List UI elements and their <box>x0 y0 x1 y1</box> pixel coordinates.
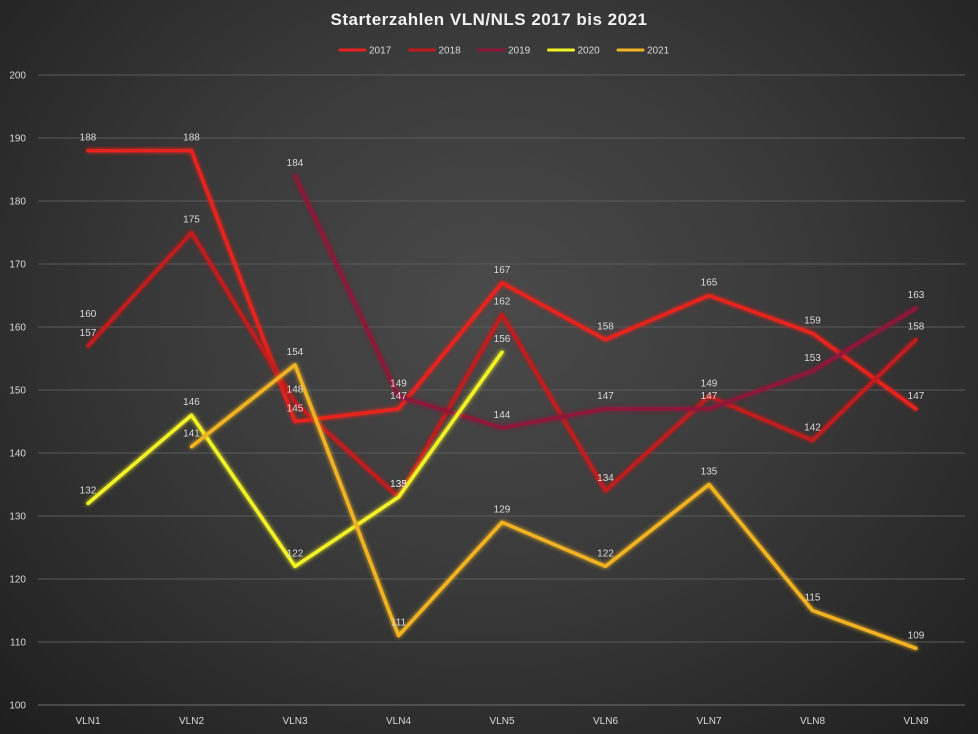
x-tick-label: VLN1 <box>75 716 100 727</box>
data-labels: 188 1881451471671581651591471571751481331… <box>80 133 925 642</box>
data-label: 162 <box>494 296 511 307</box>
data-label: 165 <box>701 278 718 289</box>
data-label: 144 <box>494 410 511 421</box>
data-label: 147 <box>908 391 925 402</box>
legend: 2017 2018 2019 2020 2021 <box>338 46 670 57</box>
y-tick-label: 200 <box>9 71 26 82</box>
y-tick-label: 190 <box>9 134 26 145</box>
x-tick-label: VLN7 <box>696 716 721 727</box>
y-tick-label: 110 <box>10 638 26 649</box>
data-label: 148 <box>287 385 304 396</box>
data-label: 134 <box>597 473 614 484</box>
x-tick-label: VLN9 <box>903 716 928 727</box>
y-axis: 100 110 120 130 140 150 160 170 180 190 200 <box>9 71 26 712</box>
data-label: 141 <box>183 429 200 440</box>
data-label: 184 <box>287 158 304 169</box>
y-tick-label: 170 <box>9 260 26 271</box>
data-label: 133 <box>390 479 407 490</box>
chart-title: Starterzahlen VLN/NLS 2017 bis 2021 <box>330 10 647 29</box>
data-label: 153 <box>804 353 821 364</box>
series-lines <box>86 148 918 651</box>
x-tick-label: VLN2 <box>179 716 204 727</box>
legend-item: 2019 <box>477 46 531 57</box>
data-label: 188 <box>80 133 97 144</box>
x-axis: VLN1 VLN2 VLN3 VLN4 VLN5 VLN6 VLN7 VLN8 VLN9 <box>75 716 928 727</box>
legend-item: 2020 <box>547 46 601 57</box>
data-label: 135 <box>390 479 407 490</box>
legend-label: 2017 <box>369 46 392 57</box>
data-label: 122 <box>597 548 614 559</box>
y-tick-label: 120 <box>9 575 26 586</box>
x-tick-label: VLN5 <box>489 716 514 727</box>
legend-label: 2019 <box>508 46 531 57</box>
data-label: 147 <box>701 391 718 402</box>
x-tick-label: VLN8 <box>800 716 825 727</box>
x-tick-label: VLN3 <box>282 716 307 727</box>
legend-label: 2021 <box>647 46 670 57</box>
data-label: 146 <box>183 397 200 408</box>
data-label: 163 <box>908 290 925 301</box>
data-label: 159 <box>804 315 821 326</box>
series-line-2020 <box>86 350 504 569</box>
data-label: 142 <box>804 422 821 433</box>
gridlines <box>38 74 965 706</box>
data-label: 132 <box>80 485 97 496</box>
data-label: 188 <box>183 133 200 144</box>
series-line-2018 <box>86 230 918 499</box>
y-tick-label: 140 <box>9 449 26 460</box>
data-label: 147 <box>597 391 614 402</box>
data-label: 145 <box>287 404 304 415</box>
data-label: 157 <box>80 328 97 339</box>
y-tick-label: 180 <box>9 197 26 208</box>
data-label: 156 <box>494 334 511 345</box>
y-tick-label: 130 <box>9 512 26 523</box>
data-label: 158 <box>908 322 925 333</box>
data-label: 149 <box>390 378 407 389</box>
x-tick-label: VLN4 <box>386 716 411 727</box>
legend-label: 2018 <box>439 46 462 57</box>
data-label: 149 <box>701 378 718 389</box>
data-label: 160 <box>80 309 97 320</box>
data-label: 115 <box>805 593 821 604</box>
data-label: 158 <box>597 322 614 333</box>
data-label: 122 <box>287 548 304 559</box>
legend-item: 2018 <box>408 46 462 57</box>
y-tick-label: 160 <box>9 323 26 334</box>
legend-label: 2020 <box>578 46 601 57</box>
data-label: 167 <box>494 265 511 276</box>
y-tick-label: 100 <box>9 701 26 712</box>
legend-item: 2021 <box>616 46 670 57</box>
data-label: 135 <box>701 467 718 478</box>
series-line-2017 <box>86 148 918 424</box>
data-label: 175 <box>183 215 200 226</box>
y-tick-label: 150 <box>9 386 26 397</box>
data-label: 129 <box>494 504 511 515</box>
series-line-2019 <box>293 174 918 430</box>
legend-item: 2017 <box>338 46 392 57</box>
data-label: 111 <box>391 618 407 629</box>
data-label: 147 <box>390 391 407 402</box>
data-label: 109 <box>908 630 925 641</box>
data-label: 154 <box>287 347 304 358</box>
x-tick-label: VLN6 <box>593 716 618 727</box>
series-line-2021 <box>189 363 918 651</box>
